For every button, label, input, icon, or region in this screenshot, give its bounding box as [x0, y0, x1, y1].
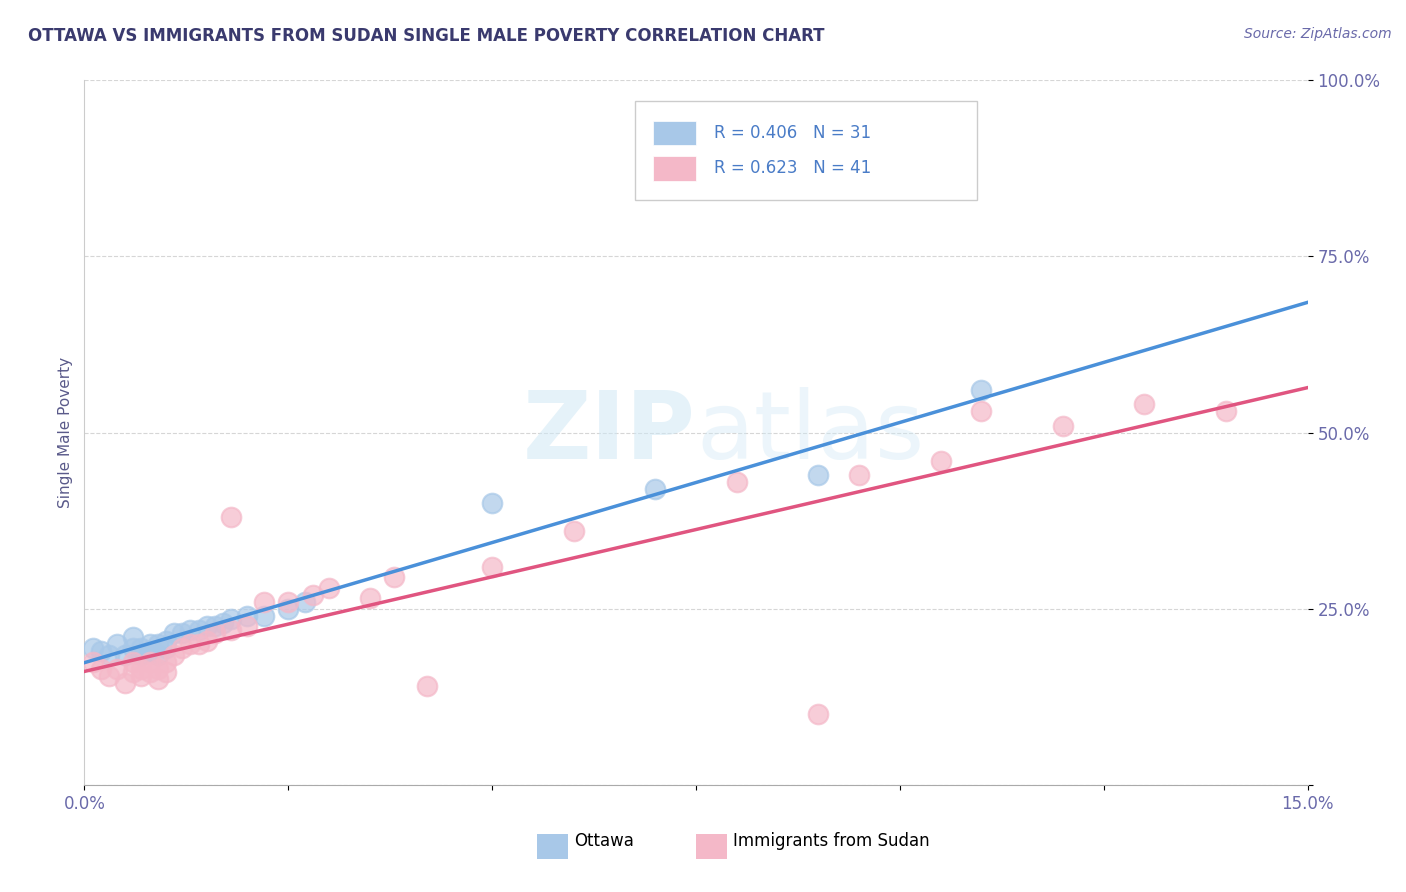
Point [1215, 404, 1237, 418]
Point [416, 679, 439, 693]
Point [131, 662, 153, 676]
Point [163, 626, 186, 640]
Point [195, 633, 218, 648]
Point [82, 640, 104, 655]
Point [146, 662, 169, 676]
Text: ZIP: ZIP [523, 386, 696, 479]
Y-axis label: Single Male Poverty: Single Male Poverty [58, 357, 73, 508]
Point [318, 581, 340, 595]
Point [146, 637, 169, 651]
Point [1052, 418, 1074, 433]
Point [970, 384, 993, 398]
Point [187, 637, 209, 651]
Point [114, 648, 136, 662]
Point [105, 637, 128, 651]
Point [848, 467, 870, 482]
Point [204, 619, 226, 633]
Text: atlas: atlas [696, 386, 924, 479]
Point [195, 619, 218, 633]
Point [146, 648, 169, 662]
Point [179, 637, 201, 651]
Point [131, 669, 153, 683]
Point [219, 510, 242, 524]
Point [122, 630, 145, 644]
FancyBboxPatch shape [636, 102, 977, 200]
Point [114, 675, 136, 690]
Point [807, 707, 830, 722]
Point [179, 623, 201, 637]
Text: Source: ZipAtlas.com: Source: ZipAtlas.com [1244, 27, 1392, 41]
Point [359, 591, 381, 606]
Point [277, 595, 299, 609]
Point [204, 626, 226, 640]
Point [644, 482, 666, 496]
Text: Ottawa: Ottawa [574, 832, 634, 850]
Point [253, 595, 276, 609]
Point [146, 673, 169, 687]
Point [187, 623, 209, 637]
Point [481, 559, 503, 574]
Point [562, 524, 585, 539]
Point [481, 496, 503, 510]
Text: OTTAWA VS IMMIGRANTS FROM SUDAN SINGLE MALE POVERTY CORRELATION CHART: OTTAWA VS IMMIGRANTS FROM SUDAN SINGLE M… [28, 27, 825, 45]
Point [90, 644, 112, 658]
Point [163, 648, 186, 662]
Point [155, 640, 177, 655]
Point [90, 662, 112, 676]
Point [277, 601, 299, 615]
Point [219, 623, 242, 637]
Point [172, 640, 194, 655]
Point [253, 608, 276, 623]
FancyBboxPatch shape [537, 834, 568, 859]
Point [219, 612, 242, 626]
Point [122, 640, 145, 655]
Point [301, 588, 323, 602]
Point [236, 608, 259, 623]
Text: R = 0.623   N = 41: R = 0.623 N = 41 [714, 160, 872, 178]
Point [172, 626, 194, 640]
Text: R = 0.406   N = 31: R = 0.406 N = 31 [714, 124, 872, 142]
Point [155, 633, 177, 648]
Point [155, 665, 177, 680]
Point [807, 467, 830, 482]
Point [138, 637, 160, 651]
Point [138, 644, 160, 658]
Point [122, 655, 145, 669]
FancyBboxPatch shape [696, 834, 727, 859]
Point [105, 662, 128, 676]
Point [294, 595, 316, 609]
Point [138, 655, 160, 669]
Point [122, 665, 145, 680]
Point [97, 669, 120, 683]
Point [1133, 397, 1156, 411]
Point [155, 655, 177, 669]
Point [82, 655, 104, 669]
Point [131, 640, 153, 655]
Point [97, 648, 120, 662]
FancyBboxPatch shape [654, 120, 696, 145]
Point [929, 454, 952, 468]
Text: Immigrants from Sudan: Immigrants from Sudan [733, 832, 929, 850]
Point [131, 648, 153, 662]
Point [138, 665, 160, 680]
Point [382, 570, 405, 584]
Point [970, 404, 993, 418]
Point [236, 619, 259, 633]
FancyBboxPatch shape [654, 156, 696, 181]
Point [212, 615, 235, 630]
Point [725, 475, 748, 489]
